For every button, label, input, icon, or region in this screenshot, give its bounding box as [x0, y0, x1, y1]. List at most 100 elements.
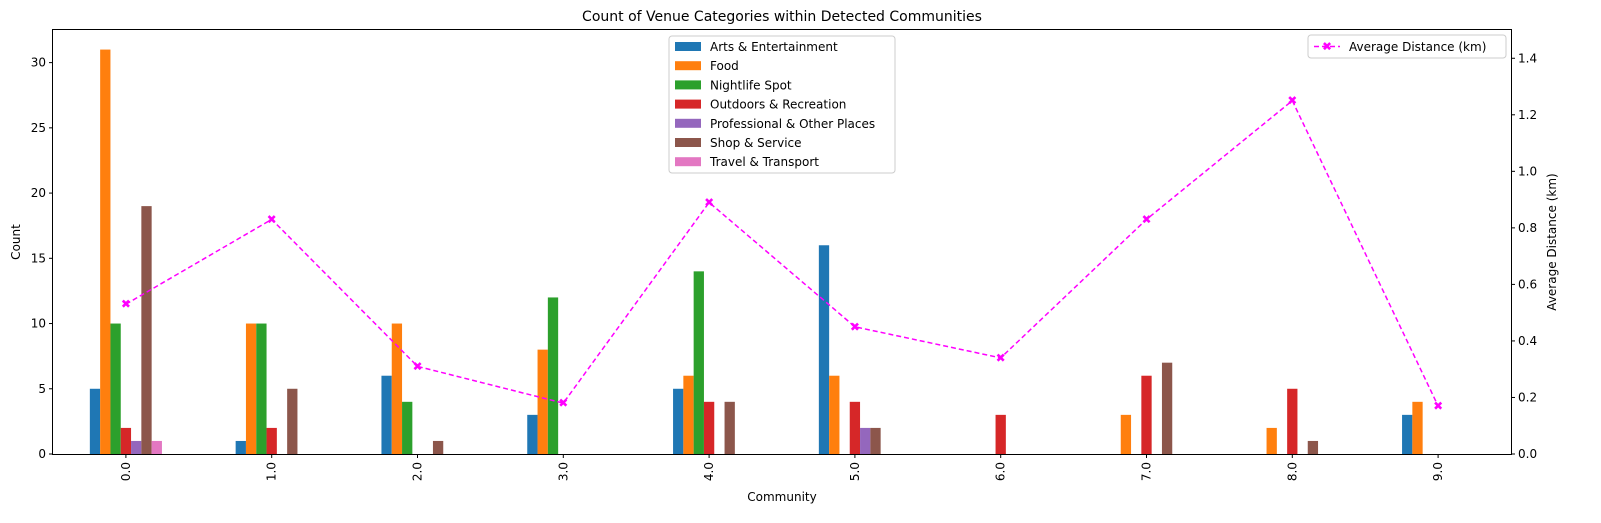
line-layer: ✖ ✖ ✖ ✖ ✖ ✖ ✖ ✖ ✖ ✖ [121, 94, 1443, 413]
legend-label: Professional & Other Places [710, 117, 875, 131]
legend-swatch [675, 80, 701, 90]
bar [1287, 388, 1298, 454]
y-axis-label: Count [9, 224, 23, 260]
bar [1412, 401, 1423, 454]
bar [1402, 414, 1413, 454]
y-tick-label: 10 [31, 317, 46, 331]
bar [266, 427, 277, 454]
x-tick-label: 0.0 [119, 462, 133, 481]
bar [673, 388, 684, 454]
legend-swatch [675, 99, 701, 109]
x-axis-label: Community [747, 490, 816, 504]
bar [381, 375, 392, 454]
y-tick-label: 30 [31, 56, 46, 70]
y-tick-layer: 0 5 10 15 20 25 30 [31, 56, 53, 461]
bar [995, 414, 1006, 454]
x-tick-layer: 0.0 1.0 2.0 3.0 4.0 5.0 6.0 7.0 8.0 9.0 [119, 454, 1445, 481]
bar [703, 401, 715, 454]
line-legend-marker: ✖ [1322, 40, 1332, 54]
bar [120, 427, 132, 454]
line-point: ✖ [121, 297, 131, 311]
bar [1266, 427, 1277, 454]
x-tick-label: 9.0 [1431, 462, 1445, 481]
y2-tick-label: 0.6 [1518, 277, 1537, 291]
y2-tick-label: 0.8 [1518, 221, 1537, 235]
x-tick-label: 3.0 [556, 462, 570, 481]
bar [151, 440, 162, 454]
bar [1120, 414, 1132, 454]
bar [235, 440, 246, 454]
y-tick-label: 0 [38, 447, 46, 461]
y2-tick-label: 1.4 [1518, 51, 1537, 65]
line-point: ✖ [267, 212, 277, 226]
bar [849, 401, 861, 454]
y2-tick-label: 0.0 [1518, 447, 1537, 461]
legend: Arts & Entertainment Food Nightlife Spot Ou… [668, 35, 896, 174]
x-tick-label: 6.0 [994, 462, 1008, 481]
y2-tick-layer: 0.0 0.2 0.4 0.6 0.8 1.0 1.2 1.4 [1511, 51, 1537, 461]
bar-layer [89, 49, 1423, 454]
line-point: ✖ [1287, 94, 1297, 108]
bar [683, 375, 694, 454]
y-tick-label: 20 [31, 186, 46, 200]
y-tick-label: 15 [31, 251, 46, 265]
bar [432, 440, 444, 454]
legend-swatch [675, 42, 701, 51]
bar [818, 245, 830, 454]
line-point: ✖ [1141, 212, 1151, 226]
y2-tick-label: 1.0 [1518, 164, 1537, 178]
y2-axis-label: Average Distance (km) [1545, 173, 1559, 310]
bar [547, 297, 559, 454]
bar [527, 414, 538, 454]
legend-swatch [675, 138, 701, 147]
x-tick-label: 1.0 [265, 462, 279, 481]
bar [89, 388, 101, 454]
y2-tick-label: 0.4 [1518, 334, 1537, 348]
bar [1141, 375, 1152, 454]
bar [402, 401, 413, 454]
bar [693, 271, 704, 454]
bar [1161, 362, 1173, 454]
line-point: ✖ [850, 320, 860, 334]
line-legend-box [1307, 34, 1507, 59]
legend-swatch [675, 61, 701, 71]
line-point: ✖ [704, 195, 714, 209]
plot-frame [52, 29, 1512, 455]
legend-label: Travel & Transport [709, 155, 819, 169]
bar [1307, 440, 1319, 454]
line-legend-label: Average Distance (km) [1349, 40, 1486, 54]
line-legend: ✖ Average Distance (km) [1307, 34, 1507, 59]
legend-label: Outdoors & Recreation [710, 98, 846, 112]
y2-tick-label: 0.2 [1518, 390, 1537, 404]
line-point: ✖ [996, 351, 1006, 365]
x-tick-label: 4.0 [702, 462, 716, 481]
x-tick-label: 5.0 [848, 462, 862, 481]
line-point: ✖ [1433, 399, 1443, 413]
legend-label: Nightlife Spot [710, 78, 792, 92]
legend-swatch [675, 118, 701, 128]
bar [110, 323, 121, 454]
x-tick-label: 2.0 [411, 462, 425, 481]
bar [860, 427, 871, 454]
y-tick-label: 5 [38, 382, 46, 396]
bar [131, 440, 142, 454]
y2-tick-label: 1.2 [1518, 108, 1537, 122]
bar [256, 323, 267, 454]
bar [870, 427, 881, 454]
legend-swatch [675, 157, 701, 167]
series-line [125, 99, 1439, 407]
line-point: ✖ [558, 396, 568, 410]
bar [245, 323, 257, 454]
bar [724, 401, 735, 454]
legend-label: Shop & Service [710, 136, 802, 150]
legend-label: Food [710, 59, 739, 73]
y-tick-label: 25 [31, 121, 46, 135]
bar [391, 323, 403, 454]
bar [829, 375, 840, 454]
chart-title: Count of Venue Categories within Detecte… [582, 9, 982, 25]
bar [537, 349, 548, 454]
legend-label: Arts & Entertainment [710, 40, 838, 54]
bar [141, 206, 152, 454]
line-point: ✖ [412, 359, 422, 373]
bar [287, 388, 298, 454]
